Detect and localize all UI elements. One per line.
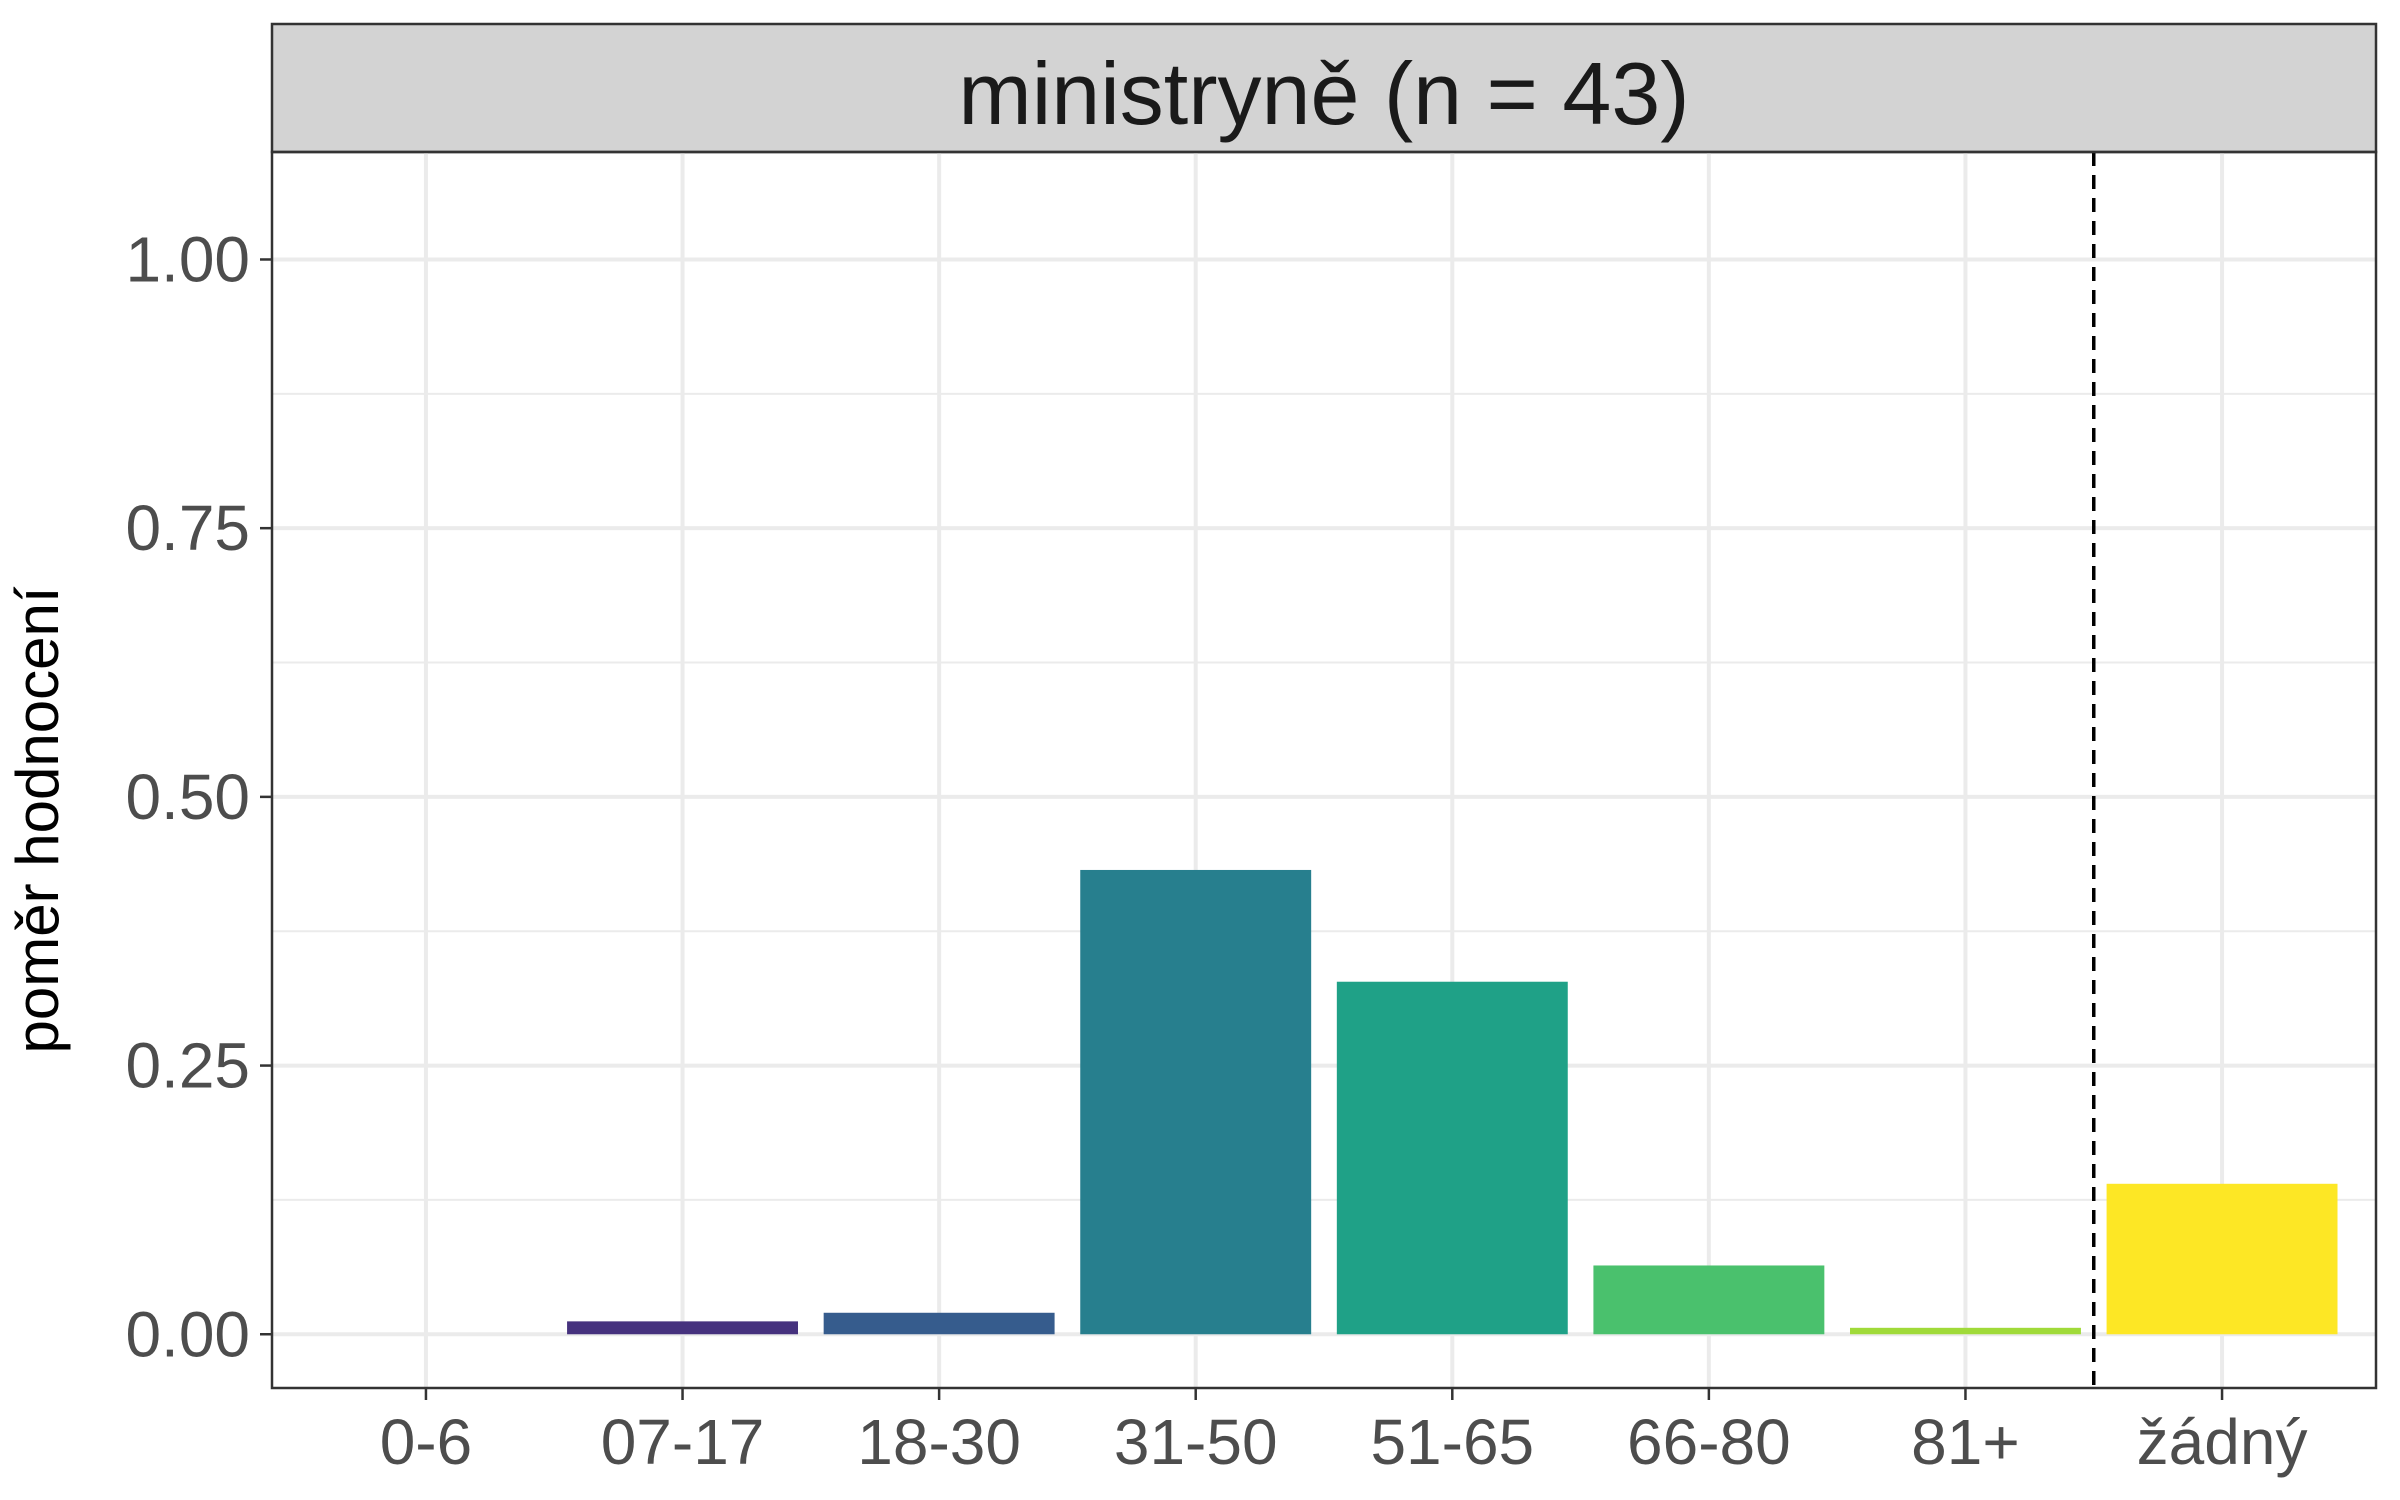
bar-07-17 (567, 1321, 798, 1335)
y-tick-label: 0.75 (125, 492, 250, 564)
bar-31-50 (1080, 869, 1312, 1335)
x-tick-label: 18-30 (857, 1406, 1021, 1478)
y-tick-label: 0.25 (125, 1030, 250, 1102)
bar-81+ (1850, 1327, 2081, 1335)
x-axis: 0-6 07-17 18-30 31-50 51-65 66-80 81+ žádný (380, 1388, 2308, 1478)
x-tick-label: 81+ (1911, 1406, 2020, 1478)
facet-strip: ministryně (n = 43) (270, 22, 2378, 154)
facet-strip-background (270, 22, 2378, 154)
y-axis: 0.00 0.25 0.50 0.75 1.00 (125, 223, 272, 1370)
panel-border (270, 150, 2378, 1390)
x-tick-label: 66-80 (1627, 1406, 1791, 1478)
y-tick-label: 0.00 (125, 1298, 250, 1370)
x-tick-label: žádný (2137, 1406, 2308, 1478)
bar-66-80 (1593, 1265, 1825, 1335)
plot-panel (270, 150, 2378, 1390)
bar-51-65 (1336, 981, 1568, 1335)
y-tick-label: 0.50 (125, 761, 250, 833)
x-tick-label: 51-65 (1370, 1406, 1534, 1478)
x-tick-label: 0-6 (380, 1406, 473, 1478)
x-tick-label: 31-50 (1114, 1406, 1278, 1478)
facet-title: ministryně (n = 43) (958, 44, 1689, 143)
y-tick-label: 1.00 (125, 223, 250, 295)
bar-18-30 (823, 1312, 1055, 1335)
bar-žádný (2106, 1183, 2338, 1335)
x-tick-label: 07-17 (601, 1406, 765, 1478)
y-axis-title: poměr hodnocení (4, 586, 71, 1053)
